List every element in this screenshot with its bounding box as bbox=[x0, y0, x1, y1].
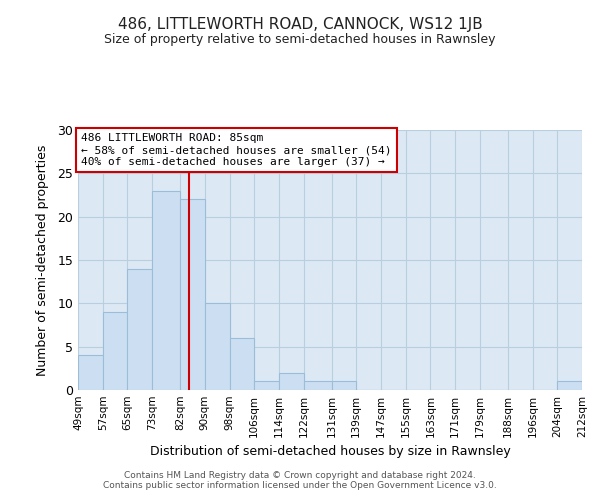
Bar bbox=[127, 268, 152, 390]
Bar bbox=[180, 200, 205, 390]
Bar bbox=[279, 372, 304, 390]
Bar bbox=[152, 190, 180, 390]
Bar bbox=[230, 338, 254, 390]
X-axis label: Distribution of semi-detached houses by size in Rawnsley: Distribution of semi-detached houses by … bbox=[149, 446, 511, 458]
Bar bbox=[205, 304, 230, 390]
Bar bbox=[557, 382, 582, 390]
Y-axis label: Number of semi-detached properties: Number of semi-detached properties bbox=[36, 144, 49, 376]
Text: 486, LITTLEWORTH ROAD, CANNOCK, WS12 1JB: 486, LITTLEWORTH ROAD, CANNOCK, WS12 1JB bbox=[118, 18, 482, 32]
Bar bbox=[103, 312, 127, 390]
Text: Contains HM Land Registry data © Crown copyright and database right 2024.
Contai: Contains HM Land Registry data © Crown c… bbox=[103, 470, 497, 490]
Bar bbox=[332, 382, 356, 390]
Text: 486 LITTLEWORTH ROAD: 85sqm
← 58% of semi-detached houses are smaller (54)
40% o: 486 LITTLEWORTH ROAD: 85sqm ← 58% of sem… bbox=[81, 134, 392, 166]
Text: Size of property relative to semi-detached houses in Rawnsley: Size of property relative to semi-detach… bbox=[104, 32, 496, 46]
Bar bbox=[78, 356, 103, 390]
Bar bbox=[304, 382, 332, 390]
Bar bbox=[254, 382, 279, 390]
